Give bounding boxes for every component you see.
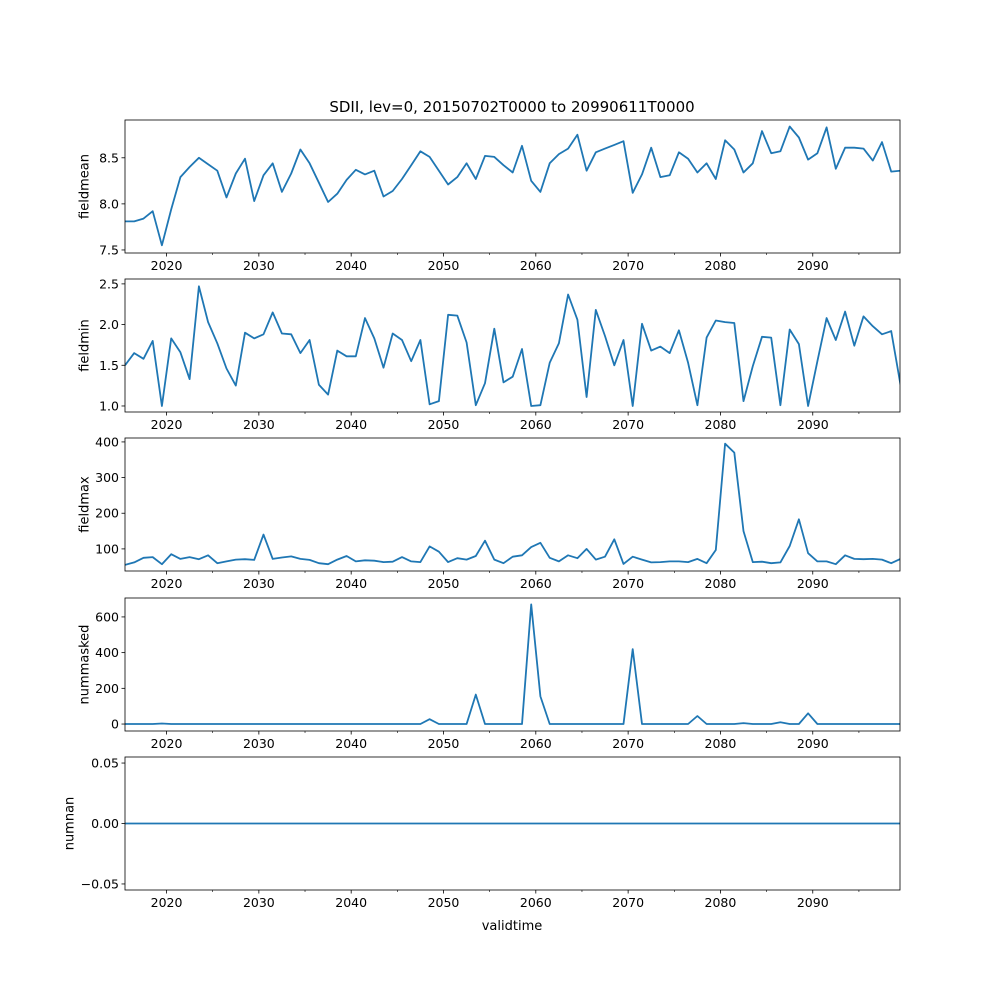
series-line-fieldmax — [125, 442, 900, 566]
x-tick-label: 2090 — [797, 736, 829, 751]
y-tick-label: 100 — [95, 541, 119, 556]
y-tick-label: 200 — [95, 506, 119, 521]
subplot-nummasked: 2020 2030 2040 2050 2060 2070 2080 2090 0 200 400 6… — [78, 597, 901, 751]
y-axis-label: fieldmean — [78, 154, 93, 219]
x-tick-label: 2030 — [243, 895, 275, 910]
subplot-fieldmax: 2020 2030 2040 2050 2060 2070 2080 2090 100 200 30… — [78, 434, 901, 591]
series-line-nummasked — [125, 603, 900, 725]
y-tick-label: 8.5 — [99, 150, 119, 165]
x-tick-label: 2030 — [243, 576, 275, 591]
x-tick-label: 2050 — [428, 895, 460, 910]
y-tick-label: 2.5 — [99, 276, 119, 291]
x-tick-label: 2070 — [612, 895, 644, 910]
x-tick-label: 2070 — [612, 258, 644, 273]
y-tick-label: 0 — [111, 717, 119, 732]
y-tick-label: 0.00 — [91, 816, 119, 831]
y-tick-label: 400 — [95, 645, 119, 660]
x-tick-label: 2020 — [151, 895, 183, 910]
chart-title: SDII, lev=0, 20150702T0000 to 20990611T0… — [329, 98, 694, 116]
x-tick-label: 2060 — [520, 736, 552, 751]
y-tick-label: 300 — [95, 470, 119, 485]
x-tick-label: 2070 — [612, 417, 644, 432]
x-tick-label: 2080 — [705, 736, 737, 751]
series-line-fieldmean — [125, 125, 900, 247]
x-tick-label: 2070 — [612, 736, 644, 751]
x-tick-label: 2050 — [428, 736, 460, 751]
x-tick-label: 2060 — [520, 895, 552, 910]
axes-frame — [124, 437, 901, 572]
x-tick-label: 2090 — [797, 417, 829, 432]
x-tick-label: 2070 — [612, 576, 644, 591]
y-axis-label: nummasked — [78, 625, 93, 705]
subplot-numnan: 2020 2030 2040 2050 2060 2070 2080 2090 −0.05 0.0… — [63, 756, 901, 910]
y-axis-label: fieldmax — [78, 476, 93, 533]
x-tick-label: 2060 — [520, 576, 552, 591]
x-tick-label: 2040 — [335, 576, 367, 591]
x-tick-label: 2050 — [428, 417, 460, 432]
x-tick-label: 2040 — [335, 258, 367, 273]
y-tick-label: 1.0 — [99, 398, 119, 413]
x-axis-label: validtime — [482, 919, 543, 934]
x-tick-label: 2090 — [797, 576, 829, 591]
x-tick-label: 2080 — [705, 417, 737, 432]
y-tick-label: −0.05 — [81, 876, 119, 891]
y-tick-label: 200 — [95, 681, 119, 696]
y-axis-label: numnan — [63, 797, 78, 851]
x-tick-label: 2080 — [705, 576, 737, 591]
x-tick-label: 2080 — [705, 895, 737, 910]
axes-frame — [124, 278, 901, 413]
x-tick-label: 2060 — [520, 417, 552, 432]
x-tick-label: 2020 — [151, 258, 183, 273]
x-tick-label: 2040 — [335, 895, 367, 910]
x-tick-label: 2050 — [428, 576, 460, 591]
axes-frame — [124, 119, 901, 254]
x-tick-label: 2050 — [428, 258, 460, 273]
y-tick-label: 2.0 — [99, 317, 119, 332]
x-tick-label: 2020 — [151, 736, 183, 751]
x-tick-label: 2030 — [243, 417, 275, 432]
subplot-fieldmin: 2020 2030 2040 2050 2060 2070 2080 2090 1.0 1.5 2.… — [78, 276, 901, 432]
y-tick-label: 0.05 — [91, 756, 119, 771]
y-tick-label: 600 — [95, 609, 119, 624]
series-line-fieldmin — [125, 285, 900, 407]
subplot-fieldmean: 2020 2030 2040 2050 2060 2070 2080 2090 7.5 8.0 8.… — [78, 119, 901, 273]
x-tick-label: 2040 — [335, 736, 367, 751]
y-axis-label: fieldmin — [78, 319, 93, 372]
x-tick-label: 2020 — [151, 417, 183, 432]
x-tick-label: 2030 — [243, 736, 275, 751]
x-tick-label: 2080 — [705, 258, 737, 273]
x-tick-label: 2030 — [243, 258, 275, 273]
x-tick-label: 2090 — [797, 258, 829, 273]
y-tick-label: 8.0 — [99, 196, 119, 211]
x-tick-label: 2090 — [797, 895, 829, 910]
y-tick-label: 1.5 — [99, 358, 119, 373]
x-tick-label: 2040 — [335, 417, 367, 432]
axes-frame — [124, 756, 901, 891]
x-tick-label: 2060 — [520, 258, 552, 273]
y-tick-label: 400 — [95, 434, 119, 449]
axes-frame — [124, 597, 901, 732]
x-tick-label: 2020 — [151, 576, 183, 591]
y-tick-label: 7.5 — [99, 242, 119, 257]
